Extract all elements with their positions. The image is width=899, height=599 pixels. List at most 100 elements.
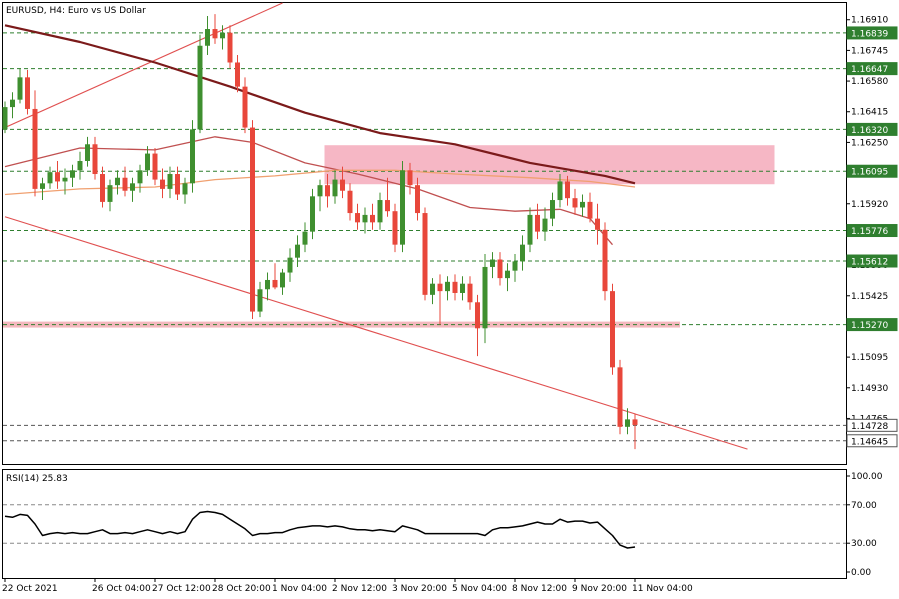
- candle-body: [407, 170, 413, 186]
- candle: [17, 68, 23, 104]
- candle: [197, 34, 203, 134]
- time-tick-label: 11 Nov 04:00: [632, 584, 693, 594]
- candle-body: [190, 129, 195, 184]
- candle-body: [475, 302, 480, 329]
- candle-body: [175, 174, 180, 195]
- candle: [85, 136, 90, 167]
- candle: [505, 263, 510, 292]
- candle-body: [32, 108, 38, 189]
- time-tick-label: 27 Oct 12:00: [152, 584, 211, 594]
- candle: [32, 90, 38, 197]
- candle-body: [452, 281, 458, 293]
- candle-body: [40, 183, 45, 189]
- trend-layer: [4, 2, 748, 450]
- candle: [317, 179, 323, 212]
- candle: [295, 235, 300, 267]
- candle-body: [437, 283, 443, 292]
- candle: [190, 120, 195, 193]
- level-tag-box: [846, 254, 898, 268]
- candle: [550, 192, 555, 227]
- candle: [565, 175, 570, 206]
- candle-body: [445, 281, 450, 292]
- candle-body: [302, 231, 308, 245]
- candle: [392, 203, 398, 253]
- rsi-panel-frame: [2, 469, 847, 579]
- candle: [377, 192, 383, 230]
- candle-body: [557, 181, 563, 201]
- candle: [490, 252, 495, 279]
- candle-body: [205, 29, 210, 46]
- candle-body: [587, 201, 593, 219]
- candle: [242, 77, 248, 134]
- candle-body: [572, 198, 578, 208]
- candle: [287, 248, 293, 282]
- trend-line: [4, 2, 283, 129]
- candle-body: [242, 86, 248, 128]
- candle-body: [310, 196, 315, 232]
- candle-body: [362, 214, 368, 223]
- candle-body: [122, 177, 128, 191]
- candle: [587, 192, 593, 223]
- level-tag-label: 1.16839: [851, 29, 888, 39]
- level-tag-box: [846, 318, 898, 332]
- candle: [460, 276, 465, 301]
- price-tick-label: 1.14930: [851, 384, 888, 394]
- candle-body: [595, 218, 600, 230]
- candle-body: [295, 244, 300, 258]
- candle: [602, 222, 608, 301]
- price-tick-label: 1.16415: [851, 108, 888, 118]
- candle: [302, 222, 308, 253]
- candle: [340, 166, 345, 199]
- time-tick-label: 8 Nov 12:00: [512, 584, 567, 594]
- candle-body: [10, 99, 15, 108]
- candle: [10, 92, 15, 119]
- candle-body: [160, 179, 165, 189]
- candle: [310, 188, 315, 240]
- level-tag-label: 1.15776: [851, 227, 888, 237]
- time-tick-label: 3 Nov 20:00: [392, 584, 447, 594]
- candle: [355, 203, 360, 230]
- candle: [482, 253, 488, 344]
- price-tick-label: 1.15920: [851, 200, 888, 210]
- candle: [325, 174, 330, 208]
- candle-body: [182, 183, 188, 195]
- candle: [220, 25, 225, 50]
- level-tag-box: [846, 418, 898, 432]
- resistance-zone: [324, 145, 775, 185]
- time-tick-label: 22 Oct 2021: [2, 584, 58, 594]
- candle-body: [227, 32, 233, 63]
- level-tag-label: 1.16095: [851, 168, 888, 178]
- candle-body: [17, 77, 23, 100]
- candle: [400, 161, 405, 253]
- candle-body: [527, 214, 533, 245]
- candle: [347, 183, 353, 221]
- rsi-label: RSI(14) 25.83: [6, 474, 68, 484]
- candle-body: [197, 45, 203, 130]
- candle-body: [490, 259, 495, 267]
- candle: [115, 170, 120, 195]
- time-tick-label: 2 Nov 12:00: [332, 584, 387, 594]
- candle: [167, 166, 173, 199]
- candle: [62, 168, 68, 195]
- candle: [542, 207, 548, 241]
- level-tag-label: 1.14645: [851, 437, 888, 447]
- candle: [557, 174, 563, 208]
- rsi-tick-label: 100.00: [851, 472, 883, 482]
- candle-layer: [2, 14, 638, 450]
- time-tick-label: 1 Nov 04:00: [272, 584, 327, 594]
- candle-body: [415, 185, 420, 214]
- rsi-tick-label: 0.00: [851, 568, 871, 578]
- candle-body: [565, 181, 570, 199]
- candle-body: [505, 270, 510, 279]
- candle-body: [482, 266, 488, 329]
- candle: [437, 274, 443, 325]
- candle: [130, 177, 135, 202]
- candle-body: [47, 172, 53, 184]
- candle-body: [580, 201, 585, 208]
- candle-body: [100, 174, 105, 202]
- candle-body: [355, 213, 360, 223]
- candle: [47, 166, 53, 189]
- candle-body: [220, 32, 225, 39]
- candle: [572, 188, 578, 215]
